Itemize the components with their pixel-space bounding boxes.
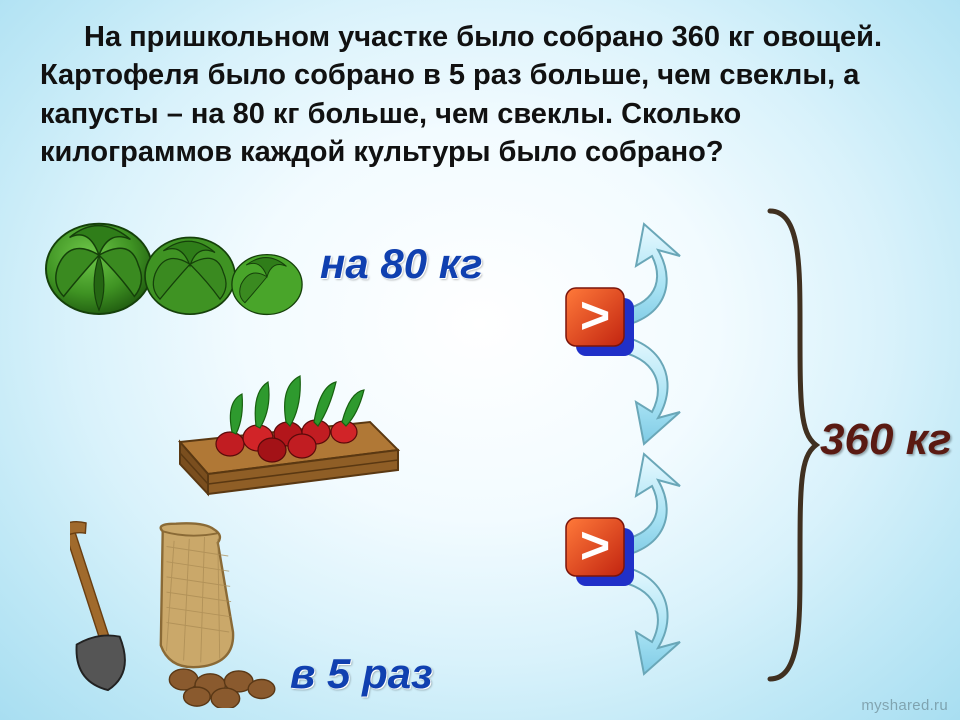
cabbage-illustration [40, 198, 300, 316]
greater-than-icon: > [580, 517, 610, 575]
potato-sack-icon [70, 518, 320, 708]
potato-factor-label: в 5 раз [290, 650, 433, 698]
watermark: myshared.ru [861, 697, 948, 714]
total-brace [760, 205, 820, 685]
greater-than-icon: > [580, 287, 610, 345]
potato-illustration [70, 518, 320, 703]
cabbage-delta-label: на 80 кг [320, 240, 482, 288]
compare-arrow-cabbage-beet: > [540, 218, 710, 428]
total-label: 360 кг [820, 415, 951, 465]
cabbage-icon [228, 244, 306, 316]
compare-arrow-beet-potato: > [540, 448, 710, 658]
beet-box-icon [160, 352, 420, 502]
beet-illustration [160, 352, 420, 492]
cabbage-icon [140, 224, 240, 316]
problem-text: На пришкольном участке было собрано 360 … [40, 18, 920, 171]
